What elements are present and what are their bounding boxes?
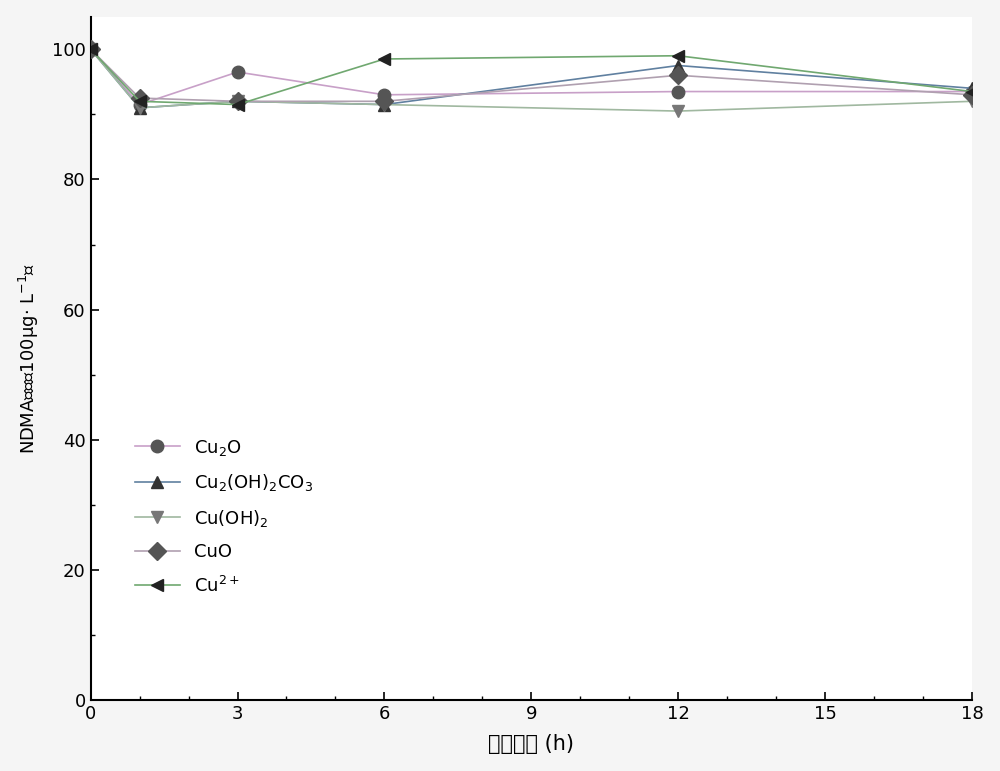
Cu$_2$O xyxy=(134,100,146,109)
Line: Cu$_2$O: Cu$_2$O xyxy=(84,43,978,111)
Cu$^{2+}$ xyxy=(378,55,390,64)
Cu$_2$(OH)$_2$CO$_3$ xyxy=(85,45,97,54)
Legend: Cu$_2$O, Cu$_2$(OH)$_2$CO$_3$, Cu(OH)$_2$, CuO, Cu$^{2+}$: Cu$_2$O, Cu$_2$(OH)$_2$CO$_3$, Cu(OH)$_2… xyxy=(135,438,313,596)
Cu$^{2+}$ xyxy=(966,87,978,96)
Cu(OH)$_2$ xyxy=(134,103,146,113)
Line: Cu(OH)$_2$: Cu(OH)$_2$ xyxy=(84,43,978,117)
Y-axis label: NDMA浓度（100μg· L$^{-1}$）: NDMA浓度（100μg· L$^{-1}$） xyxy=(17,263,41,454)
X-axis label: 反应时间 (h): 反应时间 (h) xyxy=(488,734,574,754)
CuO xyxy=(672,71,684,80)
Cu(OH)$_2$ xyxy=(85,45,97,54)
Cu$_2$O xyxy=(232,67,244,76)
Cu$_2$O xyxy=(85,45,97,54)
Cu$_2$(OH)$_2$CO$_3$ xyxy=(378,100,390,109)
Line: CuO: CuO xyxy=(84,43,978,108)
CuO xyxy=(85,45,97,54)
Cu(OH)$_2$ xyxy=(966,96,978,106)
Cu(OH)$_2$ xyxy=(672,106,684,116)
CuO xyxy=(966,90,978,99)
CuO xyxy=(232,96,244,106)
Cu$_2$(OH)$_2$CO$_3$ xyxy=(672,61,684,70)
Cu$^{2+}$ xyxy=(232,100,244,109)
Cu$_2$(OH)$_2$CO$_3$ xyxy=(232,96,244,106)
Cu$_2$O xyxy=(672,87,684,96)
Cu$^{2+}$ xyxy=(672,51,684,60)
Cu$^{2+}$ xyxy=(134,96,146,106)
Cu(OH)$_2$ xyxy=(232,96,244,106)
Cu(OH)$_2$ xyxy=(378,100,390,109)
Cu$_2$O xyxy=(966,87,978,96)
Cu$_2$(OH)$_2$CO$_3$ xyxy=(966,84,978,93)
CuO xyxy=(378,96,390,106)
Cu$_2$O xyxy=(378,90,390,99)
CuO xyxy=(134,93,146,103)
Line: Cu$^{2+}$: Cu$^{2+}$ xyxy=(84,43,978,111)
Line: Cu$_2$(OH)$_2$CO$_3$: Cu$_2$(OH)$_2$CO$_3$ xyxy=(84,43,978,114)
Cu$_2$(OH)$_2$CO$_3$ xyxy=(134,103,146,113)
Cu$^{2+}$ xyxy=(85,45,97,54)
